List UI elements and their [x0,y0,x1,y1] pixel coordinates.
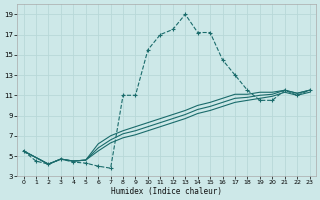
X-axis label: Humidex (Indice chaleur): Humidex (Indice chaleur) [111,187,222,196]
